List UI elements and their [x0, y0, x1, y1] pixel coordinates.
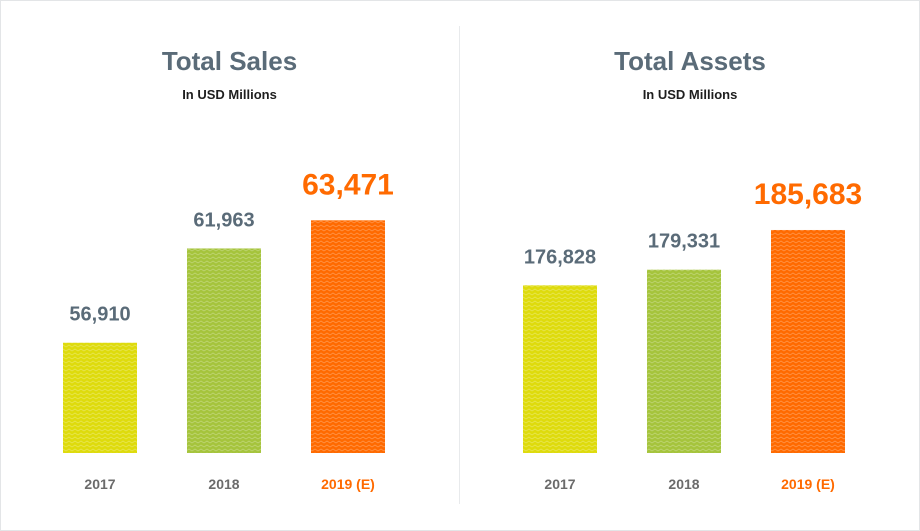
value-label: 176,828	[524, 246, 596, 268]
value-label: 56,910	[69, 304, 130, 326]
total-sales-plot: 56,910 2017 61,963 2018 63,471 2019 (E)	[63, 168, 394, 492]
chart-title: Total Assets	[614, 46, 766, 76]
chart-subtitle: In USD Millions	[642, 87, 738, 102]
bar-2018	[647, 269, 721, 453]
x-tick-label: 2018	[668, 476, 699, 492]
value-label: 63,471	[302, 168, 394, 201]
bar-2017	[63, 342, 137, 453]
value-label: 185,683	[754, 178, 862, 211]
panel-divider	[459, 26, 460, 504]
total-assets-plot: 176,828 2017 179,331 2018 185,683 2019 (E)	[523, 178, 862, 492]
x-tick-label: 2019 (E)	[781, 476, 835, 492]
bar-2019-e	[311, 220, 385, 453]
value-label: 179,331	[648, 231, 720, 253]
chart-subtitle: In USD Millions	[182, 87, 277, 102]
x-tick-label: 2019 (E)	[321, 476, 375, 492]
value-label: 61,963	[193, 209, 254, 231]
total-assets-panel: Total Assets In USD Millions 176,828 2017…	[460, 0, 920, 531]
bar-2017	[523, 285, 597, 453]
chart-title: Total Sales	[161, 46, 298, 76]
x-tick-label: 2018	[208, 476, 239, 492]
x-tick-label: 2017	[84, 476, 115, 492]
total-sales-panel: Total Sales In USD Millions 56,910 2017 61…	[0, 0, 459, 531]
x-tick-label: 2017	[544, 476, 575, 492]
bar-2019-e	[771, 229, 845, 453]
bar-2018	[187, 248, 261, 453]
